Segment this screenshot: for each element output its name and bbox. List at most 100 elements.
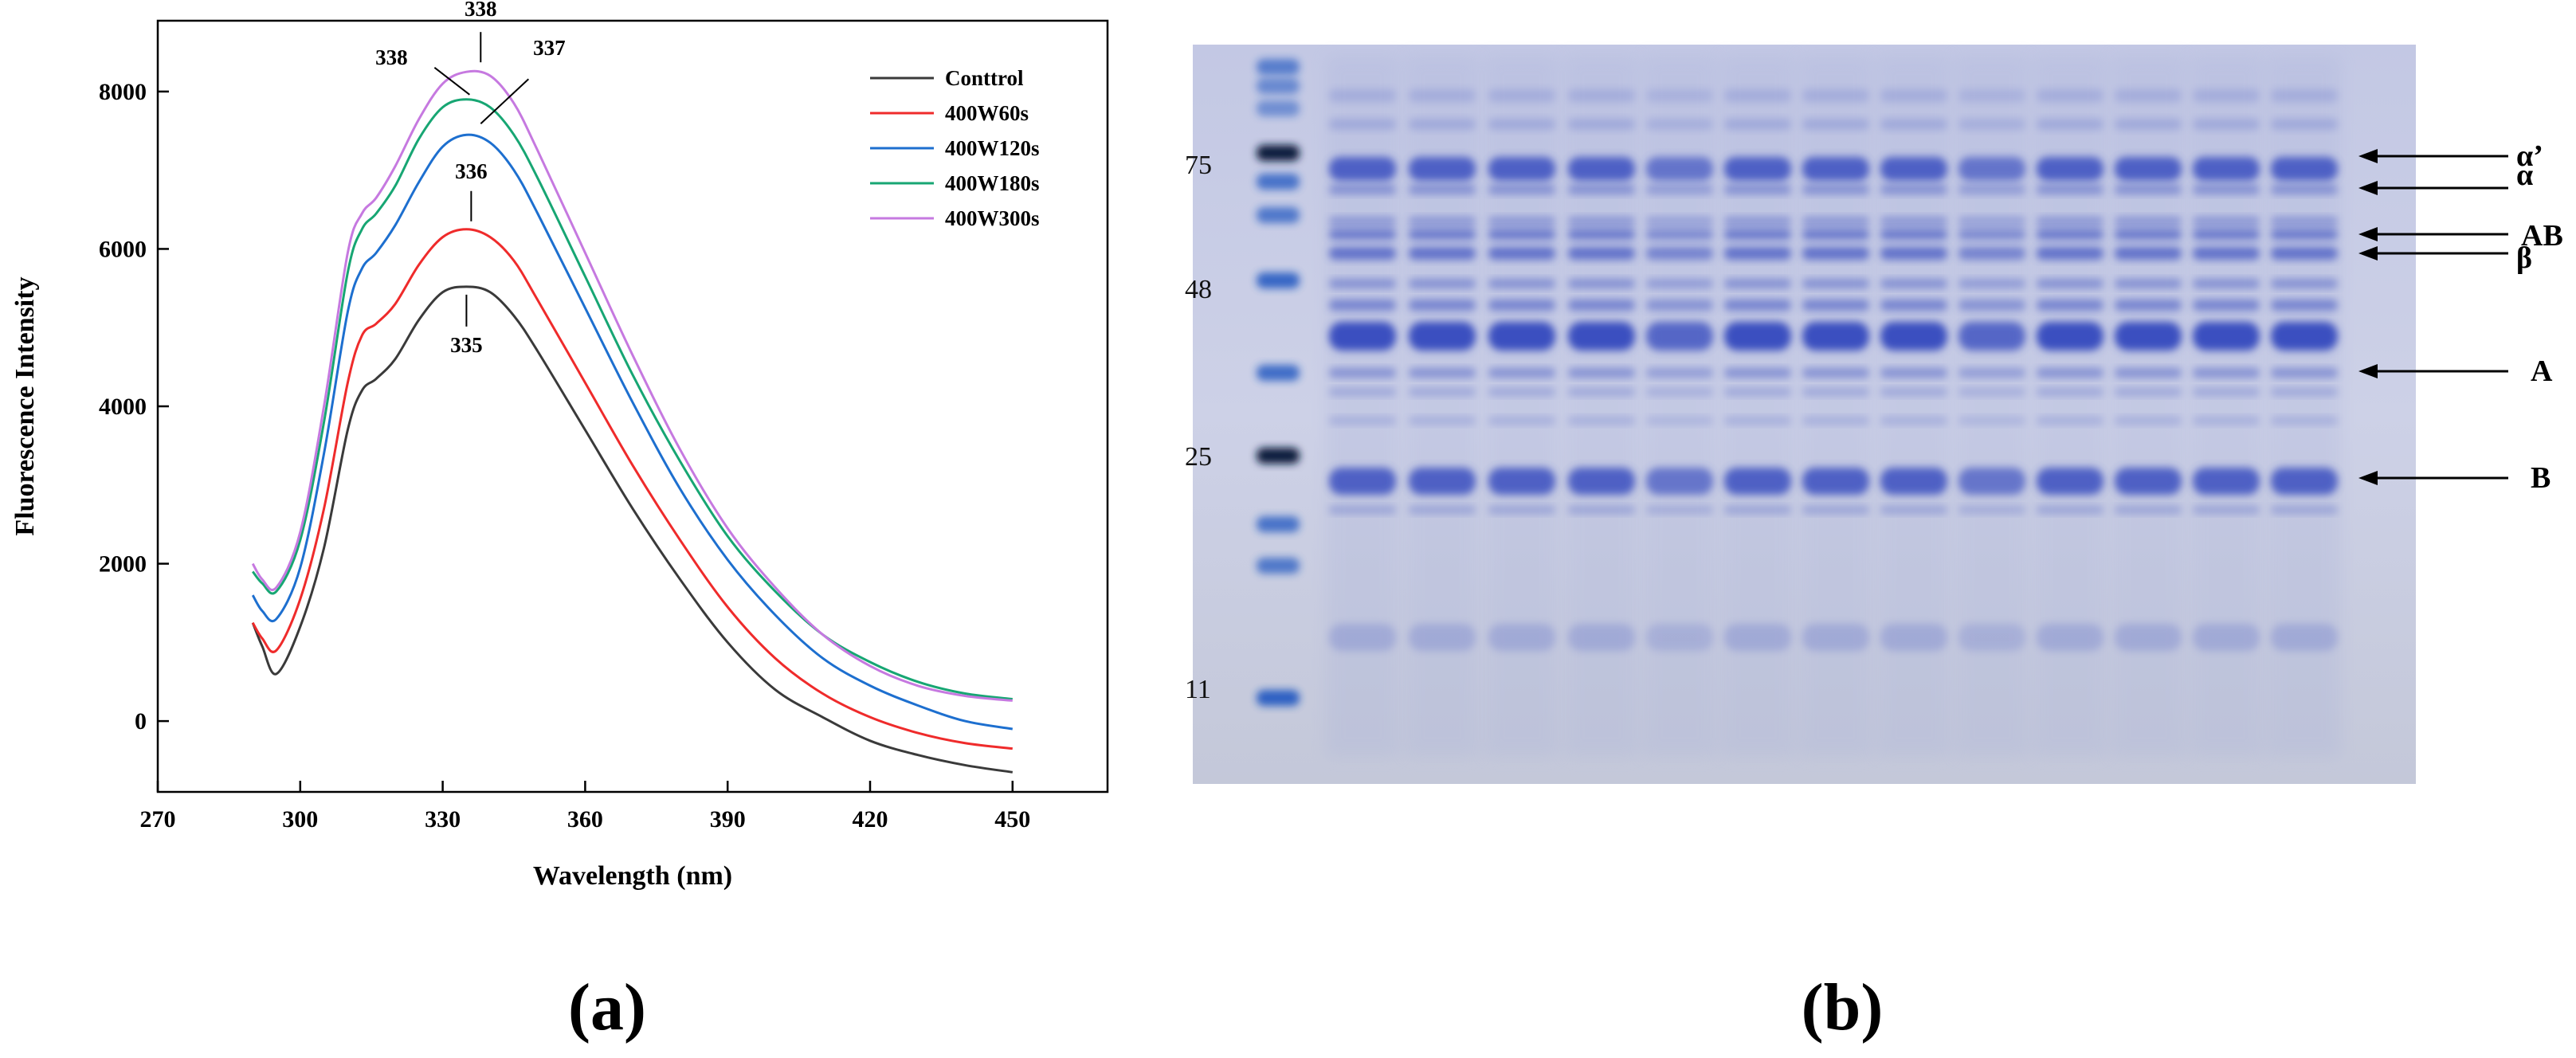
gel-band <box>1488 368 1555 378</box>
sds-page-gel <box>1193 45 2416 784</box>
peak-annotations: 338 338 337 336 335 <box>375 0 565 357</box>
marker-band <box>1257 78 1300 94</box>
gel-band <box>1958 279 2025 288</box>
y-axis-label: Fluorescence Intensity <box>10 276 40 535</box>
gel-lane <box>1326 56 1399 757</box>
gel-band <box>1958 417 2025 425</box>
gel-band <box>1488 417 1555 425</box>
gel-band <box>1329 217 1396 226</box>
mw-label-75: 75 <box>1185 151 1212 180</box>
gel-band <box>1409 279 1476 288</box>
gel-band <box>1724 417 1791 425</box>
gel-lanes <box>1326 56 2341 757</box>
gel-band <box>1880 468 1947 495</box>
gel-band <box>1646 300 1713 311</box>
gel-band <box>2115 417 2182 425</box>
gel-band <box>1880 322 1947 351</box>
gel-band <box>1329 468 1396 495</box>
gel-band <box>2115 247 2182 260</box>
gel-band <box>2193 624 2260 651</box>
gel-band <box>1488 185 1555 194</box>
gel-band <box>1329 506 1396 514</box>
gel-band <box>1802 417 1869 425</box>
gel-band <box>1488 468 1555 495</box>
x-tick-label: 420 <box>853 806 888 833</box>
molecular-weight-labels: 75 48 25 11 <box>1185 151 1212 704</box>
gel-band <box>2193 229 2260 240</box>
gel-band <box>2271 322 2338 351</box>
mw-label-11: 11 <box>1185 675 1211 704</box>
gel-band <box>1329 229 1396 240</box>
gel-band <box>1488 624 1555 651</box>
gel-band <box>1724 624 1791 651</box>
gel-band <box>2115 217 2182 226</box>
gel-band <box>2037 624 2104 651</box>
gel-band <box>1488 506 1555 514</box>
gel-band <box>1329 300 1396 311</box>
gel-band <box>2193 247 2260 260</box>
gel-band <box>2271 388 2338 396</box>
gel-band <box>1802 217 1869 226</box>
gel-band <box>1802 89 1869 102</box>
band-labels: α’ α AB β A B <box>2516 139 2563 495</box>
gel-band <box>2271 229 2338 240</box>
peak-label: 337 <box>533 36 566 60</box>
gel-band <box>1409 119 1476 130</box>
panel-b-label: (b) <box>1802 970 1884 1044</box>
legend-entry: 400W180s <box>945 171 1040 195</box>
gel-band <box>2271 185 2338 194</box>
gel-band <box>2193 506 2260 514</box>
gel-lane <box>2268 56 2341 757</box>
gel-band <box>1329 119 1396 130</box>
gel-band <box>2193 185 2260 194</box>
gel-band <box>1409 229 1476 240</box>
gel-band <box>1646 229 1713 240</box>
y-tick-label: 8000 <box>99 79 147 105</box>
gel-band <box>1409 388 1476 396</box>
gel-band <box>1568 300 1635 311</box>
gel-band <box>2115 300 2182 311</box>
marker-band <box>1257 59 1300 75</box>
gel-band <box>1568 624 1635 651</box>
gel-band <box>1958 388 2025 396</box>
band-arrow-head <box>2358 181 2378 195</box>
y-tick-label: 4000 <box>99 394 147 420</box>
gel-band <box>1802 506 1869 514</box>
gel-band <box>1646 89 1713 102</box>
gel-band <box>1880 229 1947 240</box>
gel-band <box>1958 368 2025 378</box>
gel-band <box>2193 157 2260 181</box>
band-label-ab: AB <box>2521 219 2563 253</box>
y-tick-label: 2000 <box>99 551 147 578</box>
gel-band <box>2271 417 2338 425</box>
gel-band <box>1329 417 1396 425</box>
marker-band <box>1257 100 1300 116</box>
gel-band <box>1329 89 1396 102</box>
gel-lane <box>1485 56 1559 757</box>
gel-band <box>1646 279 1713 288</box>
gel-band <box>1802 229 1869 240</box>
gel-band <box>2193 322 2260 351</box>
peak-label: 338 <box>375 45 408 69</box>
series-line-4 <box>251 69 1013 702</box>
gel-band <box>1958 506 2025 514</box>
gel-band <box>2037 368 2104 378</box>
gel-lane <box>1799 56 1872 757</box>
gel-band <box>1329 247 1396 260</box>
marker-band <box>1257 448 1300 464</box>
gel-band <box>1802 300 1869 311</box>
gel-band <box>1646 322 1713 351</box>
gel-band <box>1646 157 1713 181</box>
legend-entry: 400W300s <box>945 206 1040 230</box>
gel-lane <box>1406 56 1479 757</box>
gel-band <box>1488 322 1555 351</box>
marker-band <box>1257 145 1300 161</box>
marker-band <box>1257 516 1300 532</box>
gel-band <box>1724 229 1791 240</box>
gel-band <box>1724 388 1791 396</box>
series-line-3 <box>252 98 1013 700</box>
gel-lane <box>1877 56 1951 757</box>
gel-band <box>1409 322 1476 351</box>
gel-band <box>1724 279 1791 288</box>
